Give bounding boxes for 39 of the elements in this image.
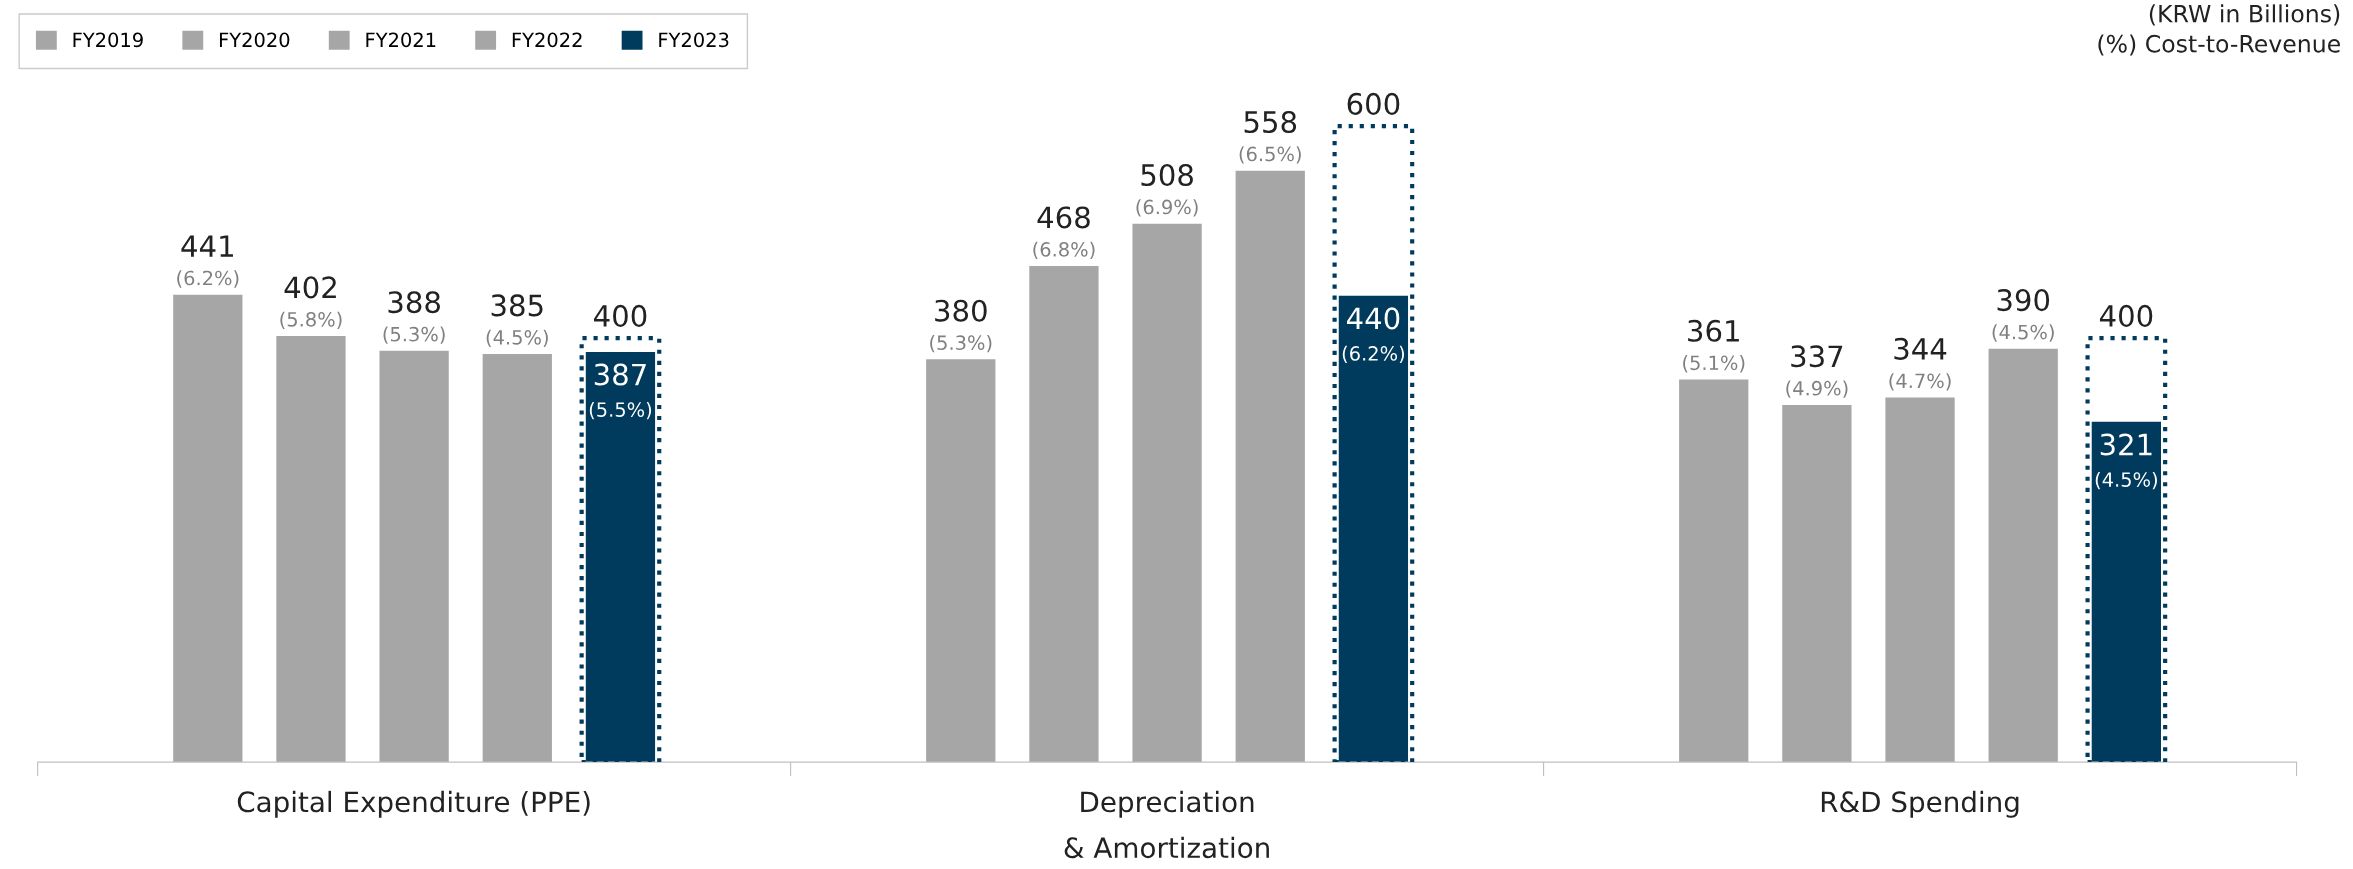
bar: [1029, 266, 1099, 763]
data-label: 441 (6.2%): [177, 235, 239, 288]
x-tick-label: Depreciation & Amortization: [1064, 790, 1269, 859]
bar: [1988, 348, 2058, 763]
data-label: 600: [1347, 92, 1400, 115]
data-label: 337 (4.9%): [1786, 345, 1848, 398]
bar: [926, 359, 996, 763]
bar: [379, 350, 449, 763]
data-label: 387 (5.5%): [589, 363, 652, 420]
bar: [1885, 397, 1955, 763]
x-tick-label: R&D Spending: [1821, 790, 2019, 818]
data-label: 400: [2099, 304, 2153, 327]
data-label: 400: [594, 304, 647, 327]
bar: [1235, 170, 1305, 763]
x-tick-label: Capital Expenditure (PPE): [237, 790, 590, 818]
data-label: 385 (4.5%): [486, 294, 548, 347]
bar: [1782, 404, 1852, 763]
bar: [1679, 379, 1749, 763]
data-label: 361 (5.1%): [1683, 319, 1745, 373]
data-label: 390 (4.5%): [1992, 289, 2054, 342]
legend-label: FY2022: [512, 32, 582, 48]
data-label: 388 (5.3%): [383, 291, 445, 344]
data-label: 440 (6.2%): [1342, 307, 1405, 364]
data-label: 558 (6.5%): [1239, 110, 1301, 164]
text: (KRW in Billions) (%) Cost-to-Revenue: [2098, 4, 2340, 56]
legend-label: FY2020: [219, 32, 290, 48]
bar: [482, 354, 552, 763]
legend-label: FY2023: [659, 32, 729, 48]
data-label: 402 (5.8%): [280, 276, 342, 329]
bar: [1132, 223, 1202, 763]
bar: [173, 294, 243, 763]
legend-label: FY2021: [366, 32, 436, 48]
data-label: 508 (6.9%): [1136, 163, 1198, 217]
legend-label: FY2019: [73, 32, 143, 48]
data-label: 344 (4.7%): [1889, 337, 1951, 391]
data-label: 468 (6.8%): [1033, 206, 1095, 260]
bar: [276, 336, 346, 763]
data-label: 380 (5.3%): [930, 299, 992, 353]
data-label: 321 (4.5%): [2095, 433, 2157, 490]
